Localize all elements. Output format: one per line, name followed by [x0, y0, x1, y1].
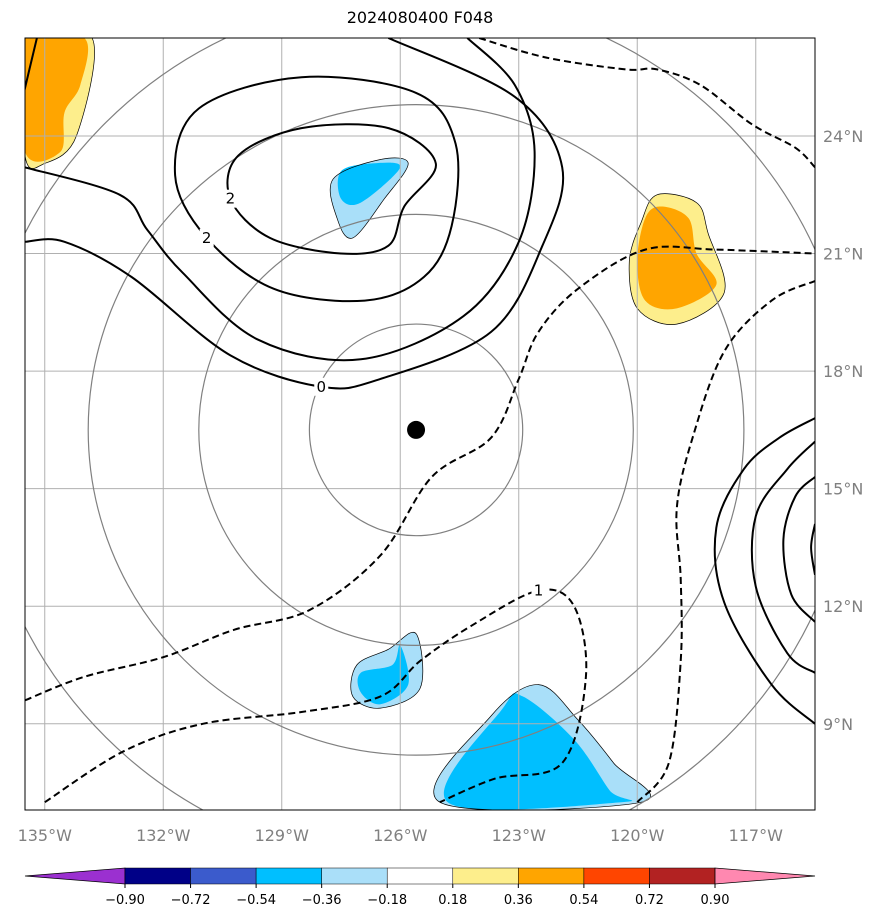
colorbar-label: 0.36 — [504, 893, 533, 908]
colorbar-label: −0.90 — [105, 893, 145, 908]
dashed-contour-1 — [44, 588, 588, 804]
colorbar-swatch — [452, 867, 519, 885]
colorbar-label: −0.72 — [171, 893, 211, 908]
colorbar-label: 0.18 — [438, 893, 467, 908]
axis-ticks: 135°W 132°W 129°W 126°W 123°W 120°W 117°W9°N12… — [18, 127, 864, 845]
solid-contour-8 — [810, 523, 815, 576]
lon-tick-label: 135°W — [18, 826, 73, 845]
contour-label-bg — [199, 228, 214, 247]
lat-tick-label: 21°N — [823, 245, 863, 264]
range-ring — [87, 104, 745, 756]
colorbar-swatch — [255, 867, 322, 885]
colorbar-label: −0.36 — [302, 893, 342, 908]
colorbar-label: −0.54 — [236, 893, 276, 908]
lon-tick-label: 126°W — [373, 826, 428, 845]
solid-contour-3 — [25, 38, 565, 390]
colorbar-swatch — [124, 867, 191, 885]
shaded-outline-8 — [433, 684, 651, 810]
solid-contour-4 — [25, 38, 38, 93]
lon-tick-label: 117°W — [729, 826, 784, 845]
shaded-outline-4 — [329, 157, 409, 239]
lat-tick-label: 15°N — [823, 480, 863, 499]
shaded-outline-2 — [628, 193, 726, 325]
solid-contour-6 — [750, 440, 815, 674]
solid-contour-2 — [25, 38, 536, 362]
contour-label-bg — [314, 377, 329, 396]
storm-center-marker — [407, 420, 426, 439]
colorbar-swatch — [321, 867, 388, 885]
contour-lines — [25, 38, 815, 804]
map-title: 2024080400 F048 — [346, 8, 494, 27]
map-frame — [24, 37, 816, 811]
range-rings — [25, 38, 815, 810]
colorbar-label: 0.90 — [701, 893, 730, 908]
shaded-region-3 — [637, 206, 717, 310]
shaded-outline-6 — [350, 631, 424, 709]
lat-tick-label: 24°N — [823, 127, 863, 146]
colorbar-label: −0.18 — [367, 893, 407, 908]
colorbar-swatch — [518, 867, 585, 885]
shaded-outline-0 — [25, 38, 95, 169]
contour-labels: 2 2 0 1 — [199, 189, 546, 600]
colorbar-swatch — [583, 867, 650, 885]
colorbar-swatch — [190, 867, 257, 885]
contour-label: 2 — [202, 229, 212, 247]
contour-label-bg — [223, 189, 238, 208]
colorbar-swatch — [386, 867, 454, 885]
dashed-contour-0 — [25, 245, 815, 702]
colorbar-label: 0.72 — [635, 893, 664, 908]
shaded-region-5 — [337, 162, 401, 206]
lon-tick-label: 129°W — [255, 826, 310, 845]
dashed-contour-2 — [636, 280, 815, 803]
contour-label: 1 — [534, 582, 544, 600]
range-ring — [198, 213, 634, 647]
lon-tick-label: 123°W — [492, 826, 547, 845]
colorbar-label: 0.54 — [569, 893, 598, 908]
dashed-contour-3 — [478, 38, 815, 169]
shaded-region-7 — [357, 645, 409, 705]
contour-label: 0 — [316, 378, 326, 396]
colorbar-swatch — [24, 867, 126, 885]
solid-contour-0 — [226, 123, 437, 255]
contour-label: 2 — [226, 190, 236, 208]
center-dot — [407, 420, 426, 439]
colorbar: −0.90 −0.72 −0.54 −0.36 −0.18 0.18 0.36 0.54 0.7… — [24, 867, 816, 908]
solid-contour-5 — [713, 417, 815, 725]
lat-tick-label: 18°N — [823, 362, 863, 381]
shaded-region-1 — [25, 38, 89, 162]
lat-tick-label: 12°N — [823, 597, 863, 616]
colorbar-swatch — [714, 867, 816, 885]
gridlines — [25, 38, 815, 810]
contour-label-bg — [531, 581, 546, 600]
range-ring — [308, 323, 524, 537]
shaded-anomalies — [25, 38, 726, 810]
lon-tick-label: 120°W — [610, 826, 665, 845]
solid-contour-7 — [782, 476, 815, 623]
colorbar-swatch — [649, 867, 716, 885]
lat-tick-label: 9°N — [823, 715, 853, 734]
lon-tick-label: 132°W — [136, 826, 191, 845]
